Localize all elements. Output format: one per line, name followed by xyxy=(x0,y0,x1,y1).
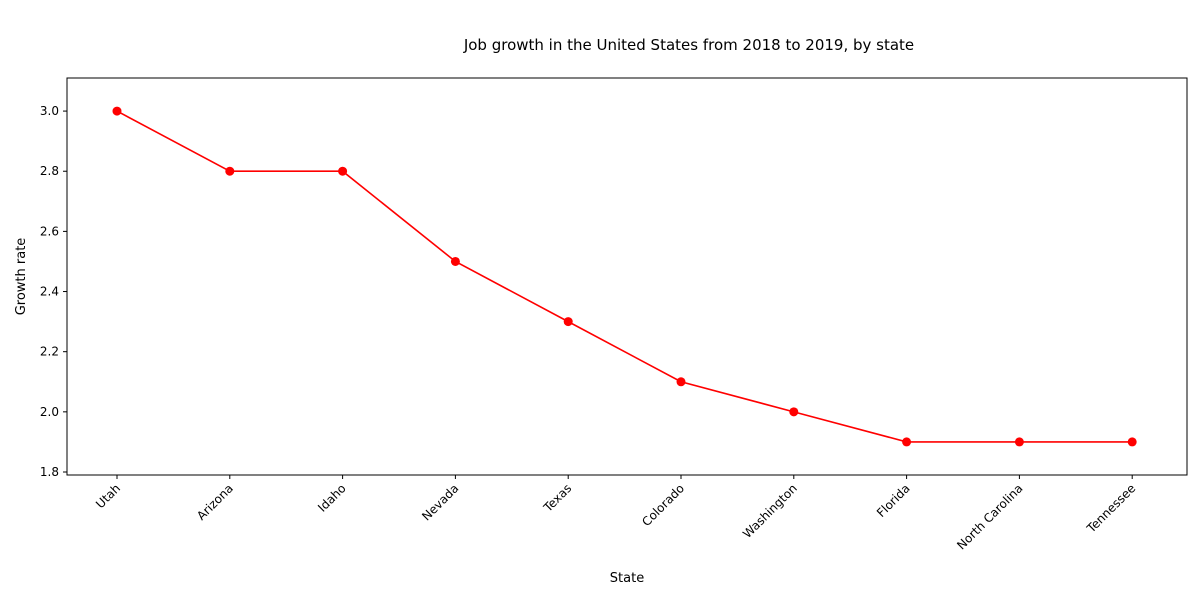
data-point xyxy=(338,166,348,176)
y-tick-label: 3.0 xyxy=(40,104,59,118)
y-tick-label: 2.8 xyxy=(40,164,59,178)
y-tick-label: 2.2 xyxy=(40,345,59,359)
y-tick-label: 2.6 xyxy=(40,224,59,238)
data-point xyxy=(902,437,912,447)
x-tick-label: Utah xyxy=(93,481,123,511)
x-tick-label: Florida xyxy=(874,481,913,520)
data-point xyxy=(225,166,235,176)
data-point xyxy=(112,106,122,116)
data-point xyxy=(563,317,573,327)
x-tick-label: Nevada xyxy=(419,481,461,523)
plot-area xyxy=(112,106,1137,447)
x-axis-label: State xyxy=(610,571,644,586)
y-axis-label: Growth rate xyxy=(14,238,29,316)
series-line xyxy=(116,110,1133,443)
y-tick-label: 1.8 xyxy=(40,465,59,479)
x-tick-label: Washington xyxy=(740,481,800,541)
data-point xyxy=(450,256,460,266)
x-tick-label: Colorado xyxy=(639,481,687,529)
plot-frame xyxy=(66,77,1188,476)
x-tick-label: Tennessee xyxy=(1083,481,1138,536)
data-point xyxy=(1127,437,1137,447)
data-point xyxy=(676,377,686,387)
x-tick-label: Texas xyxy=(540,481,574,515)
x-axis: Utah Arizona Idaho Nevada Texas Colorado Washi… xyxy=(93,475,1138,552)
data-point xyxy=(1014,437,1024,447)
y-tick-label: 2.4 xyxy=(40,285,59,299)
x-tick-label: Arizona xyxy=(194,481,236,523)
y-axis: 1.8 2.0 2.2 2.4 2.6 2.8 3.0 xyxy=(40,104,67,479)
x-tick-label: North Carolina xyxy=(954,481,1025,552)
y-tick-label: 2.0 xyxy=(40,405,59,419)
x-tick-label: Idaho xyxy=(315,481,349,515)
data-point xyxy=(789,407,799,417)
chart-title: Job growth in the United States from 201… xyxy=(463,36,914,54)
